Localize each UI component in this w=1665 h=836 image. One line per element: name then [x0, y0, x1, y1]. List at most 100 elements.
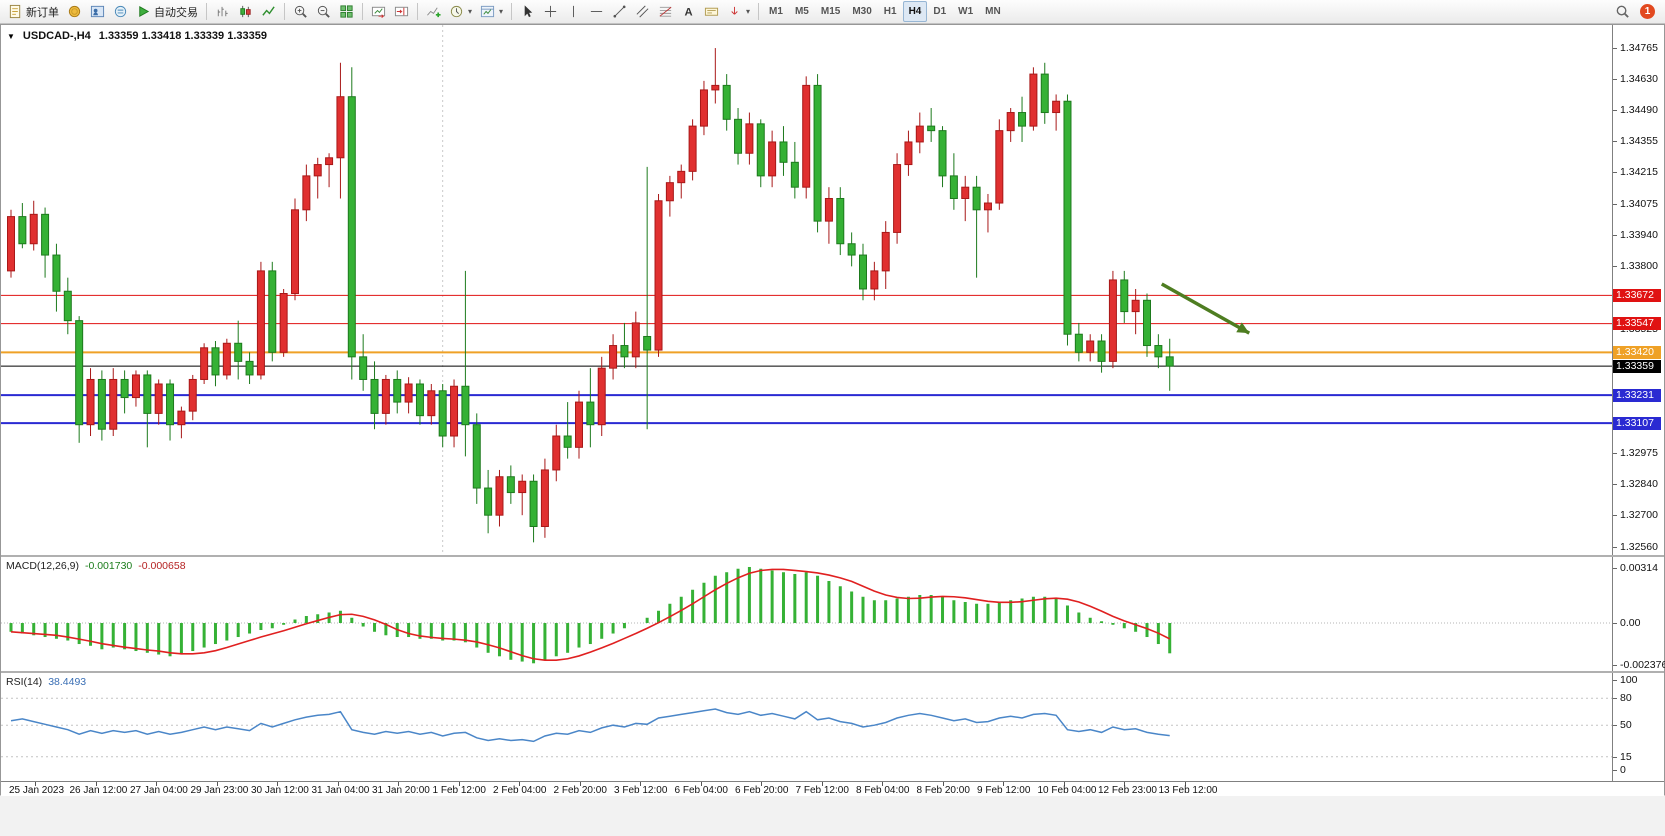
chevron-down-icon: ▾ [468, 7, 473, 16]
timeframe-m30-button[interactable]: M30 [852, 6, 872, 17]
channel-icon [635, 4, 650, 19]
periods-button[interactable]: ▾ [445, 1, 476, 22]
axis-tick [1613, 48, 1617, 50]
time-label: 6 Feb 20:00 [735, 785, 789, 796]
zoom-in-button[interactable] [289, 1, 312, 22]
price-axis-column[interactable]: 1.34765 1.34630 1.34490 1.34355 1.34215 1.340… [1612, 25, 1665, 796]
one-click-trading-arrow[interactable]: ▼ [7, 31, 15, 41]
axis-label: 1.34490 [1620, 104, 1658, 117]
time-tick [216, 782, 218, 786]
timeframe-m1-button[interactable]: M1 [769, 6, 783, 17]
label-button[interactable] [700, 1, 723, 22]
trendline-button[interactable] [608, 1, 631, 22]
time-label: 2 Feb 04:00 [493, 785, 547, 796]
time-label: 2 Feb 20:00 [553, 785, 607, 796]
timeframe-d1-button[interactable]: D1 [933, 6, 947, 17]
axis-tick [1613, 452, 1617, 454]
chart-shift-button[interactable] [390, 1, 413, 22]
panel-splitter[interactable] [1, 671, 1664, 673]
chevron-down-icon: ▾ [746, 7, 751, 16]
candles-group [7, 48, 1174, 543]
panel-splitter[interactable] [1, 555, 1664, 557]
price-chart[interactable] [1, 25, 1612, 555]
time-tick [1003, 782, 1004, 786]
terminal-button[interactable] [109, 1, 132, 22]
cursor-button[interactable] [516, 1, 539, 22]
line-chart-icon [261, 4, 276, 19]
macd-histogram [9, 566, 1172, 664]
horizontal-lines-group[interactable] [1, 294, 1612, 425]
indicators-button[interactable] [422, 1, 445, 22]
price-level-tag: 1.33672 [1613, 288, 1661, 302]
rsi-chart[interactable] [1, 673, 1612, 781]
time-tick [1124, 782, 1125, 786]
zoom-out-button[interactable] [312, 1, 335, 22]
time-tick [942, 782, 944, 786]
crosshair-icon [543, 4, 558, 19]
timeframe-mn-button[interactable]: MN [985, 6, 1001, 17]
search-button[interactable] [1611, 1, 1634, 22]
chart-ohlc-values: 1.33359 1.33418 1.33339 1.33359 [98, 30, 267, 42]
auto-trading-button[interactable]: 自动交易 [132, 1, 202, 22]
time-axis[interactable]: 25 Jan 2023 26 Jan 12:00 27 Jan 04:00 29 Ja… [1, 781, 1664, 796]
axis-tick [1613, 234, 1617, 236]
time-label: 27 Jan 04:00 [130, 785, 188, 796]
axis-tick [1613, 623, 1617, 625]
tile-windows-button[interactable] [335, 1, 358, 22]
trend-arrow[interactable] [1160, 282, 1251, 335]
timeframe-m5-button[interactable]: M5 [794, 6, 809, 17]
arrows-button[interactable]: ▾ [723, 1, 754, 22]
navigator-button[interactable] [86, 1, 109, 22]
auto-scroll-button[interactable] [367, 1, 390, 22]
axis-label: 1.34630 [1620, 72, 1658, 85]
candlestick-chart-button[interactable] [234, 1, 257, 22]
macd-name: MACD(12,26,9) [6, 560, 79, 572]
timeframe-h1-button[interactable]: H1 [883, 6, 897, 17]
auto-trading-button-label: 自动交易 [154, 6, 198, 19]
fibonacci-button[interactable] [654, 1, 677, 22]
channel-button[interactable] [631, 1, 654, 22]
axis-label: 15 [1620, 750, 1632, 763]
market-watch-button[interactable] [63, 1, 86, 22]
price-panel: ▼ USDCAD-,H4 1.33359 1.33418 1.33339 1.3… [1, 25, 1612, 555]
axis-label: 0 [1620, 764, 1626, 777]
price-level-tag: 1.33359 [1613, 359, 1661, 373]
time-label: 12 Feb 23:00 [1098, 785, 1157, 796]
time-label: 30 Jan 12:00 [251, 785, 309, 796]
macd-label: MACD(12,26,9) -0.001730 -0.000658 [6, 560, 186, 572]
zoom-in-icon [293, 4, 308, 19]
macd-axis: 0.00314 0.00 -0.002376 [1613, 557, 1665, 671]
rsi-panel: RSI(14) 38.4493 [1, 673, 1612, 781]
bar-chart-button[interactable] [211, 1, 234, 22]
axis-label: 1.34355 [1620, 134, 1658, 147]
timeframe-h4-button[interactable]: H4 [902, 1, 928, 22]
time-tick [640, 782, 641, 786]
new-order-button[interactable]: 新订单 [4, 1, 63, 22]
status-area [0, 795, 1665, 836]
search-icon [1615, 4, 1630, 19]
time-tick [35, 782, 36, 786]
timeframe-m15-button[interactable]: M15 [820, 6, 841, 17]
time-label: 29 Jan 23:00 [190, 785, 249, 796]
templates-button[interactable]: ▾ [476, 1, 507, 22]
timeframe-w1-button[interactable]: W1 [958, 6, 974, 17]
horizontal-line-button[interactable] [585, 1, 608, 22]
time-tick [700, 782, 702, 786]
notification-badge[interactable]: 1 [1640, 4, 1655, 19]
tile-windows-icon [339, 4, 354, 19]
axis-label: 100 [1620, 674, 1638, 687]
time-tick [761, 782, 762, 786]
text-button[interactable]: A [677, 1, 700, 22]
macd-chart[interactable] [1, 557, 1612, 671]
toolbar-separator [417, 3, 418, 20]
axis-tick [1613, 204, 1617, 206]
time-label: 8 Feb 04:00 [856, 785, 910, 796]
toolbar-separator [362, 3, 363, 20]
crosshair-button[interactable] [539, 1, 562, 22]
line-chart-button[interactable] [257, 1, 280, 22]
price-level-tag: 1.33547 [1613, 317, 1661, 331]
vertical-line-button[interactable] [562, 1, 585, 22]
indicator-add-icon [426, 4, 441, 19]
text-icon: A [681, 4, 696, 19]
axis-tick [1613, 266, 1617, 268]
